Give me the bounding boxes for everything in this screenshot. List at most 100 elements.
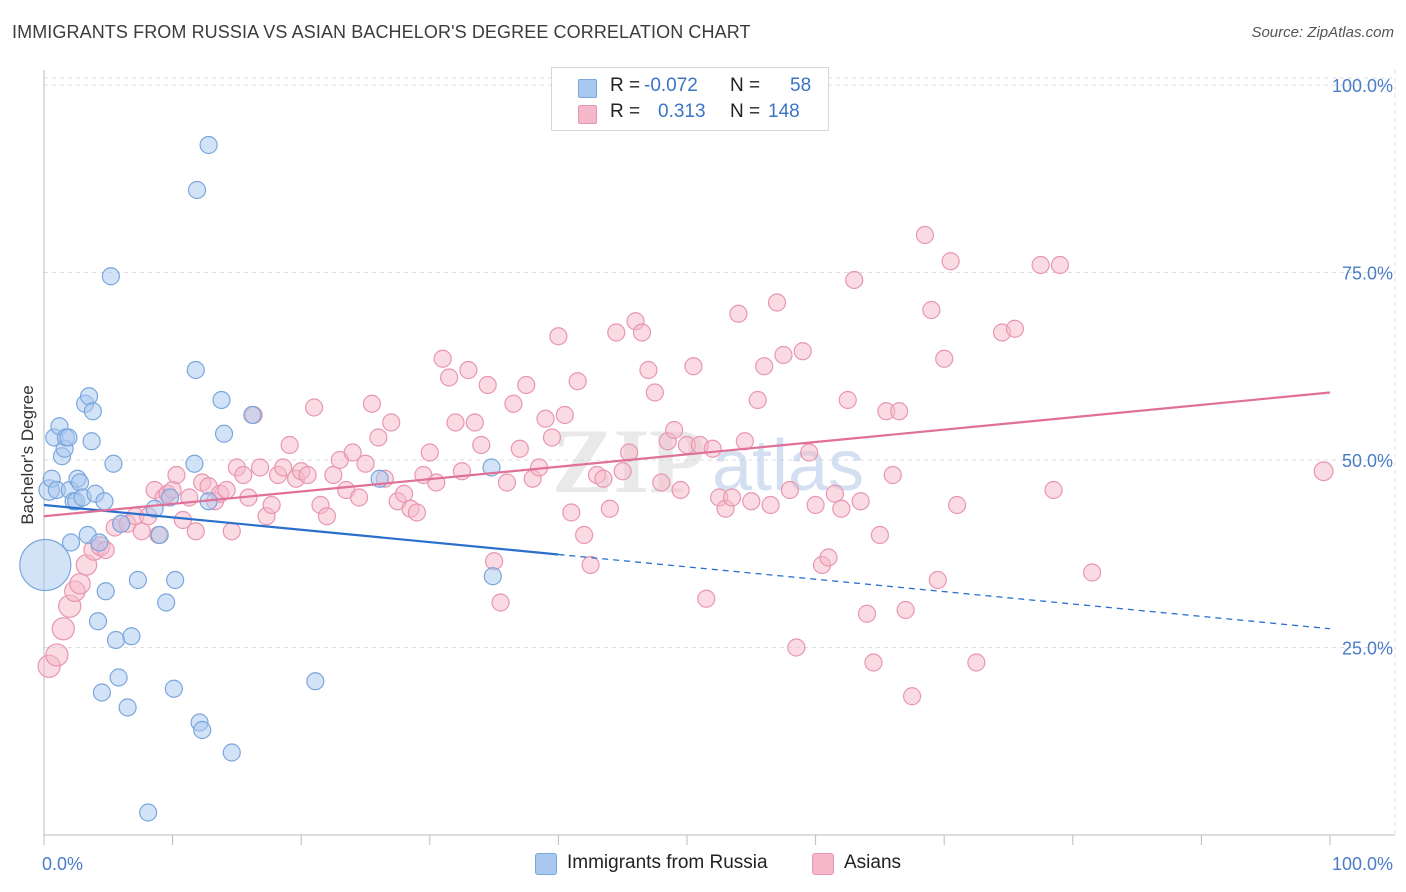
asians-point <box>870 525 890 545</box>
asians-point <box>632 323 652 342</box>
asians-point <box>517 375 536 395</box>
russia-point <box>185 454 204 473</box>
asians-point <box>510 439 529 458</box>
asians-point <box>600 499 619 518</box>
russia-point <box>88 612 108 631</box>
y-axis-label: Bachelor's Degree <box>18 385 37 524</box>
russia-point <box>222 743 241 762</box>
asians-point <box>883 465 902 485</box>
asians-point <box>274 458 293 477</box>
russia-point <box>96 582 115 601</box>
asians-point <box>1313 461 1334 482</box>
asians-point <box>857 604 877 623</box>
asians-point <box>439 368 459 387</box>
russia-point <box>199 135 218 155</box>
asians-point <box>639 360 658 380</box>
asians-point <box>1005 319 1025 338</box>
asians-point <box>465 413 484 432</box>
russia-point <box>243 405 262 425</box>
russia-point <box>101 267 120 286</box>
y-tick-label: 100.0% <box>1332 76 1393 96</box>
asians-point <box>697 589 716 608</box>
russia-point <box>118 698 137 717</box>
russia-point <box>483 567 502 586</box>
asians-point <box>729 304 748 323</box>
x-tick-label-start: 0.0% <box>42 854 83 874</box>
asians-point <box>941 252 960 271</box>
y-tick-label: 75.0% <box>1342 264 1393 284</box>
asians-point <box>324 465 343 485</box>
russia-point <box>214 424 234 443</box>
russia-trend-line-extension <box>558 553 1331 630</box>
asians-point <box>362 394 382 413</box>
russia-point <box>187 180 207 200</box>
asians-point <box>504 394 523 413</box>
russia-point <box>306 672 325 691</box>
russia-legend-swatch <box>535 853 557 875</box>
asians-point <box>774 345 793 365</box>
asians-point <box>427 473 446 492</box>
russia-point <box>19 538 72 592</box>
n-value: 148 <box>768 101 800 122</box>
asians-point <box>864 653 883 672</box>
asians-point <box>304 398 324 417</box>
asians-point <box>478 375 497 395</box>
russia-point <box>157 593 176 612</box>
asians-point <box>742 492 761 511</box>
asians-point <box>186 522 205 541</box>
asians-point <box>262 495 281 515</box>
asians-point <box>542 428 562 447</box>
asians-point <box>722 488 742 507</box>
russia-point <box>90 533 109 552</box>
y-tick-label: 25.0% <box>1342 639 1393 659</box>
asians-point <box>433 349 452 368</box>
russia-point <box>82 432 101 451</box>
asians-point <box>317 507 337 526</box>
asians-point <box>652 473 671 492</box>
asians-point <box>806 495 825 515</box>
asians-point <box>568 372 587 391</box>
russia-point <box>139 803 158 822</box>
russia-point <box>128 570 147 590</box>
asians-point <box>369 428 388 447</box>
asians-point <box>446 413 465 432</box>
asians-point <box>825 484 844 503</box>
asians-point <box>280 435 299 455</box>
asians-point <box>832 499 851 518</box>
asians-point <box>343 443 362 462</box>
n-value: 58 <box>790 75 812 96</box>
asians-point <box>45 643 69 667</box>
asians-point <box>459 360 478 380</box>
asians-point <box>607 323 626 342</box>
asians-point <box>928 570 947 590</box>
asians-point <box>234 465 253 485</box>
asians-point <box>407 503 427 522</box>
asians-point <box>645 383 664 402</box>
asians-point <box>217 480 236 500</box>
asians-point <box>1044 480 1063 500</box>
asians-point <box>896 600 915 620</box>
r-label: R = <box>610 75 641 96</box>
russia-point <box>83 402 102 421</box>
russia-trend-line <box>43 503 559 556</box>
correlation-legend: R = -0.072 N = 58 R = 0.313 N = 148 <box>551 67 829 131</box>
asians-point <box>1050 255 1070 275</box>
asians-point <box>575 525 594 545</box>
russia-point <box>166 570 185 590</box>
asians-point <box>851 492 870 511</box>
asians-point <box>819 548 838 567</box>
asians-point <box>845 270 864 290</box>
x-tick-label-end: 100.0% <box>1332 854 1393 874</box>
legend-row-russia: R = -0.072 N = 58 <box>552 75 828 101</box>
asians-point <box>800 443 819 462</box>
asians-point <box>69 572 91 595</box>
russia-point <box>79 387 99 406</box>
russia-point <box>193 720 212 740</box>
russia-legend-label: Immigrants from Russia <box>567 852 768 873</box>
r-label: R = <box>610 101 641 122</box>
asians-point <box>935 349 954 368</box>
asians-point <box>562 503 581 522</box>
asians-point <box>167 465 186 485</box>
chart-title: IMMIGRANTS FROM RUSSIA VS ASIAN BACHELOR… <box>12 22 751 42</box>
asians-legend-label: Asians <box>844 852 902 873</box>
